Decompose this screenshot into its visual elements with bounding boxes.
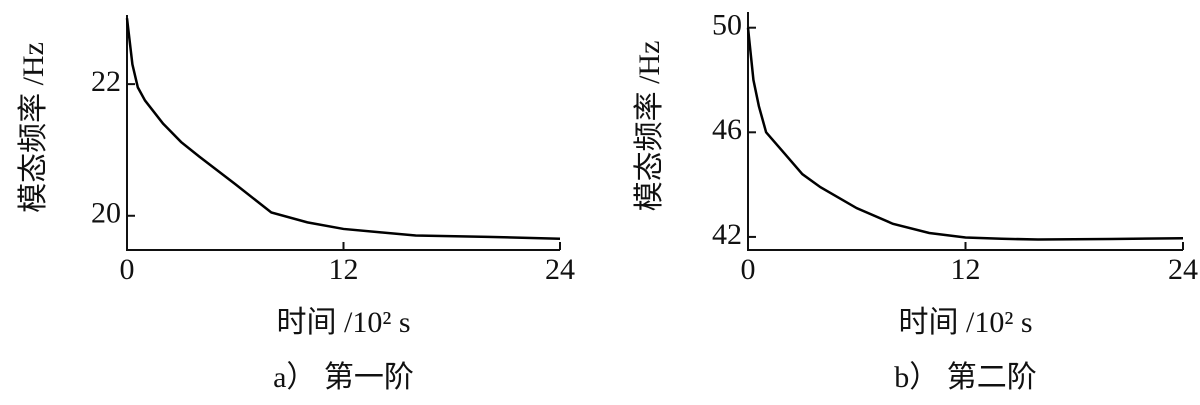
y-tick-label: 50 bbox=[712, 9, 742, 42]
x-tick-label: 12 bbox=[951, 253, 981, 286]
x-tick-label: 24 bbox=[1168, 253, 1198, 286]
line bbox=[125, 18, 561, 241]
y-tick-label: 22 bbox=[91, 65, 121, 98]
line bbox=[746, 27, 1184, 241]
x-tick-label: 12 bbox=[329, 253, 359, 286]
x-tick-label: 24 bbox=[545, 253, 575, 286]
axes bbox=[126, 15, 560, 251]
x-tick-label: 0 bbox=[120, 253, 135, 286]
x-axis-label: 时间 /10² s bbox=[276, 306, 410, 339]
x-tick-label: 0 bbox=[741, 253, 756, 286]
subtitle: b） 第二阶 bbox=[894, 361, 1037, 394]
subtitle: a） 第一阶 bbox=[273, 361, 414, 394]
y-axis-label: 模态频率 /Hz bbox=[17, 42, 50, 213]
x-axis-label: 时间 /10² s bbox=[898, 306, 1032, 339]
axes bbox=[747, 12, 1183, 251]
y-tick-label: 46 bbox=[712, 113, 742, 146]
y-axis-label: 模态频率 /Hz bbox=[633, 41, 666, 212]
y-tick-label: 20 bbox=[91, 197, 121, 230]
y-tick-label: 42 bbox=[712, 218, 742, 251]
